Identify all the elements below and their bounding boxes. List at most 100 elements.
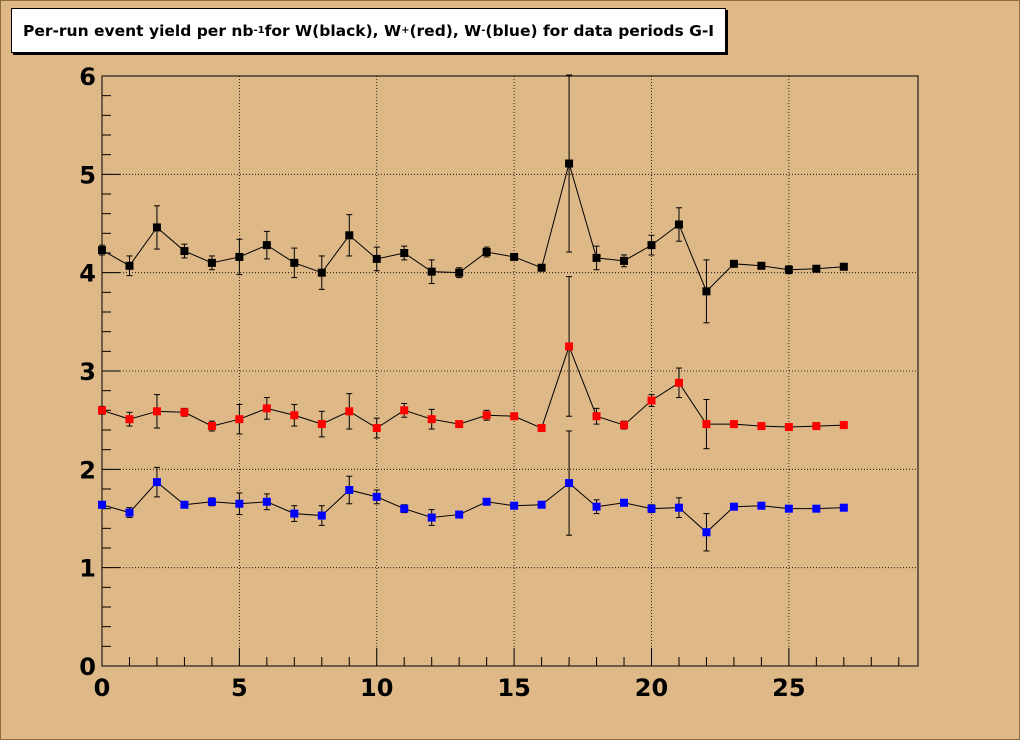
data-point-W [592, 253, 601, 262]
data-point-W [674, 220, 683, 229]
data-point-W [784, 265, 793, 274]
y-tick-label: 0 [79, 653, 96, 681]
data-point-W [180, 247, 189, 256]
data-point-W+ [757, 422, 766, 431]
data-point-W+ [427, 415, 436, 424]
data-point-W- [674, 503, 683, 512]
data-point-W+ [674, 378, 683, 387]
data-point-W- [427, 513, 436, 522]
data-point-W+ [482, 411, 491, 420]
data-point-W [317, 268, 326, 277]
data-point-W [510, 252, 519, 261]
x-tick-label: 15 [497, 674, 530, 702]
data-point-W+ [537, 424, 546, 433]
data-point-W [565, 159, 574, 168]
title-mid2: (red), W [409, 21, 482, 40]
data-point-W- [207, 497, 216, 506]
data-point-W [620, 256, 629, 265]
x-tick-label: 25 [772, 674, 805, 702]
data-point-W- [482, 497, 491, 506]
y-tick-label: 4 [79, 260, 96, 288]
data-point-W- [647, 504, 656, 513]
title-exponent: -1 [253, 25, 265, 36]
title-plus: + [401, 25, 410, 36]
data-point-W+ [290, 411, 299, 420]
data-point-W [207, 258, 216, 267]
data-point-W [125, 261, 134, 270]
x-tick-label: 5 [231, 674, 248, 702]
data-point-W [290, 258, 299, 267]
data-point-W+ [235, 415, 244, 424]
title-prefix: Per-run event yield per nb [22, 21, 254, 40]
data-point-W [152, 223, 161, 232]
data-point-W [455, 268, 464, 277]
data-point-W- [125, 508, 134, 517]
series-line-W [101, 161, 844, 293]
data-point-W- [702, 528, 711, 537]
x-tick-label: 0 [94, 674, 111, 702]
data-point-W- [290, 509, 299, 518]
data-point-W- [592, 502, 601, 511]
data-point-W+ [729, 420, 738, 429]
data-point-W+ [372, 424, 381, 433]
data-point-W- [235, 499, 244, 508]
data-point-W [647, 241, 656, 250]
data-point-W [812, 264, 821, 273]
data-point-W [400, 249, 409, 257]
data-point-W- [98, 500, 106, 509]
data-point-W- [784, 504, 793, 513]
x-tick-label: 10 [360, 674, 393, 702]
title-minus: - [481, 25, 486, 36]
y-tick-label: 5 [79, 161, 96, 189]
series-line-W+ [101, 344, 844, 429]
data-point-W- [729, 502, 738, 511]
data-point-W+ [180, 408, 189, 417]
data-point-W+ [317, 420, 326, 429]
data-point-W [839, 262, 848, 271]
data-point-W- [152, 478, 161, 487]
data-point-W- [180, 500, 189, 509]
data-point-W+ [510, 412, 519, 421]
data-point-W+ [400, 406, 409, 415]
data-point-W+ [839, 421, 848, 430]
data-point-W+ [125, 415, 134, 424]
data-point-W+ [784, 423, 793, 432]
chart-title: Per-run event yield per nb -1 for W(black… [11, 8, 726, 53]
data-point-W [372, 254, 381, 263]
y-tick-label: 6 [79, 63, 96, 91]
data-point-W+ [565, 342, 574, 351]
title-suffix: (blue) for data periods G-I [485, 21, 715, 40]
data-point-W+ [620, 421, 629, 430]
data-point-W+ [812, 422, 821, 431]
series-line-W- [101, 481, 844, 533]
data-point-W- [317, 511, 326, 520]
data-point-W- [565, 479, 574, 488]
data-point-W+ [455, 420, 464, 429]
data-point-W+ [702, 420, 711, 429]
title-mid1: for W(black), W [264, 21, 402, 40]
data-point-W [262, 241, 271, 250]
data-point-W- [757, 501, 766, 510]
y-tick-label: 2 [79, 456, 96, 484]
data-point-W- [510, 501, 519, 510]
data-point-W- [455, 510, 464, 519]
data-point-W [98, 246, 106, 255]
data-point-W- [620, 498, 629, 507]
data-point-W- [400, 504, 409, 513]
data-point-W- [839, 503, 848, 512]
data-point-W+ [207, 422, 216, 431]
data-point-W [345, 231, 354, 240]
data-point-W- [345, 485, 354, 494]
data-point-W [235, 252, 244, 261]
data-point-W+ [152, 407, 161, 416]
data-point-W+ [592, 412, 601, 421]
data-point-W [537, 263, 546, 272]
data-point-W- [372, 492, 381, 501]
data-point-W- [812, 504, 821, 513]
data-point-W+ [98, 406, 106, 415]
data-point-W- [262, 497, 271, 506]
data-point-W+ [647, 396, 656, 405]
y-tick-label: 3 [79, 358, 96, 386]
